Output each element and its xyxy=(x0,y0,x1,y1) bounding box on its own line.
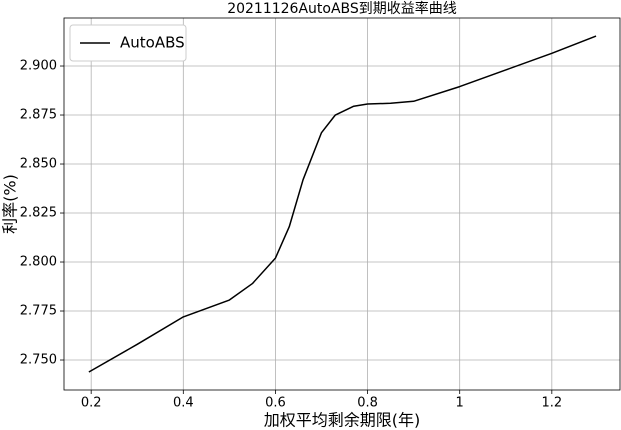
plot-frame xyxy=(63,17,621,391)
y-tick-label: 2.875 xyxy=(20,108,57,123)
x-tick-label: 0.4 xyxy=(173,396,194,411)
y-axis-label: 利率(%) xyxy=(1,174,20,234)
legend-label: AutoABS xyxy=(120,34,185,52)
y-tick-label: 2.900 xyxy=(20,59,57,74)
y-tick-label: 2.850 xyxy=(20,157,57,172)
legend-box xyxy=(69,24,187,62)
y-tick-label: 2.800 xyxy=(20,255,57,270)
x-tick-label: 0.8 xyxy=(357,396,378,411)
x-tick-label: 1.2 xyxy=(541,396,562,411)
y-tick-label: 2.825 xyxy=(20,206,57,221)
x-tick-label: 0.6 xyxy=(265,396,286,411)
x-axis-label: 加权平均剩余期限(年) xyxy=(264,411,421,430)
y-tick-label: 2.750 xyxy=(20,353,57,368)
x-tick-label: 1 xyxy=(456,396,464,411)
x-tick-label: 0.2 xyxy=(81,396,102,411)
line xyxy=(88,35,597,373)
y-tick-label: 2.775 xyxy=(20,304,57,319)
chart-title: 20211126AutoABS到期收益率曲线 xyxy=(227,0,457,17)
